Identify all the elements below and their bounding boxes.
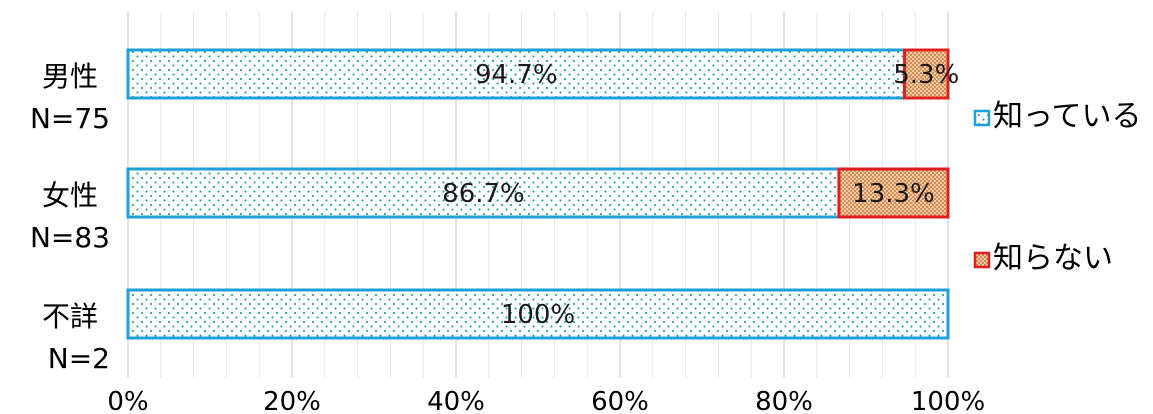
legend-swatch (973, 251, 991, 269)
data-label: 94.7% (475, 60, 558, 90)
legend-swatch (973, 109, 991, 127)
data-label: 5.3% (893, 60, 959, 90)
x-tick-label: 60% (591, 387, 649, 414)
category-n-label: N=75 (30, 102, 110, 135)
bar-segment (903, 48, 950, 100)
x-tick-label: 100% (911, 387, 985, 414)
x-tick-label: 40% (427, 387, 485, 414)
category-label: 男性 (42, 60, 98, 93)
category-label: 女性 (42, 179, 98, 212)
data-label: 86.7% (442, 179, 525, 209)
category-n-label: N=2 (48, 342, 110, 375)
x-tick-label: 80% (755, 387, 813, 414)
data-label: 100% (501, 300, 575, 330)
category-label: 不詳 (42, 300, 98, 333)
category-labels: 男性 N=75 女性 N=83 不詳 N=2 (30, 60, 110, 375)
bar-segment (837, 167, 950, 219)
bars: 94.7% 5.3% 86.7% 13.3% 100% (126, 48, 959, 340)
bar-segment (126, 48, 907, 100)
legend-label: 知っている (993, 99, 1142, 134)
category-n-label: N=83 (30, 221, 110, 254)
legend-label: 知らない (993, 241, 1113, 276)
data-label: 13.3% (852, 179, 935, 209)
x-tick-label: 20% (263, 387, 321, 414)
bar-segment (126, 288, 950, 340)
x-axis: 0% 20% 40% 60% 80% 100% (107, 387, 985, 414)
x-tick-label: 0% (107, 387, 148, 414)
bar-segment (126, 167, 841, 219)
